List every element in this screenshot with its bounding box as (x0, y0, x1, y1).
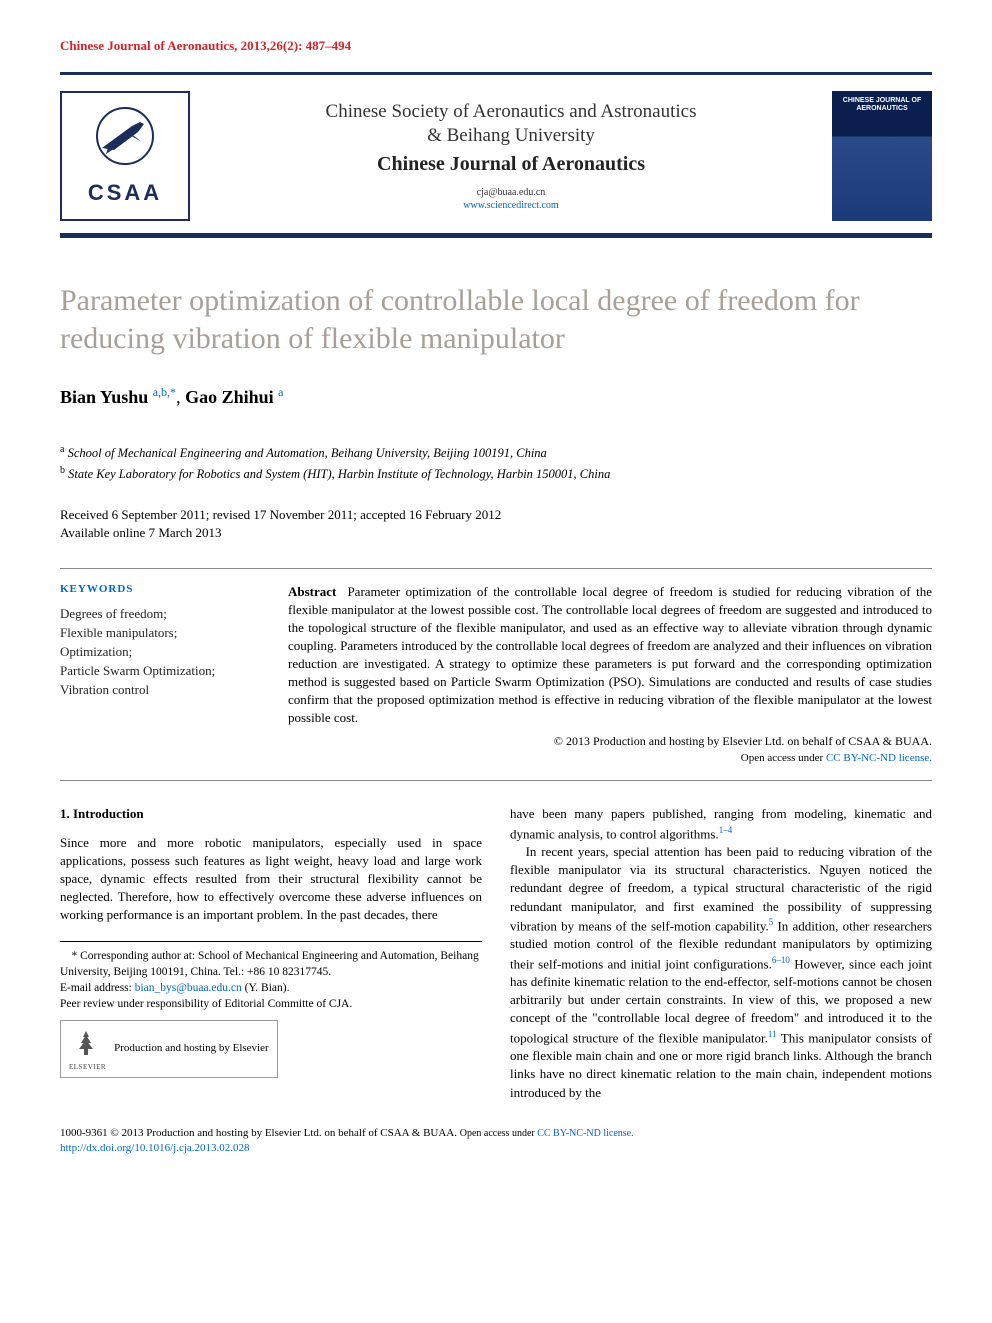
csaa-logo-text: CSAA (88, 180, 162, 206)
affiliations: a School of Mechanical Engineering and A… (60, 442, 932, 484)
abstract-copyright: © 2013 Production and hosting by Elsevie… (288, 733, 932, 750)
email-line: E-mail address: bian_bys@buaa.edu.cn (Y.… (60, 980, 482, 996)
journal-email: cja@buaa.edu.cn (477, 187, 546, 198)
author-1-affil-link[interactable]: a,b,* (153, 385, 176, 399)
doi-link[interactable]: http://dx.doi.org/10.1016/j.cja.2013.02.… (60, 1142, 250, 1154)
body-p3: In recent years, special attention has b… (510, 843, 932, 1102)
open-access-line: Open access under CC BY-NC-ND license. (288, 751, 932, 766)
author-1-name: Bian Yushu (60, 387, 148, 407)
open-access-prefix: Open access under (741, 752, 826, 764)
journal-name: Chinese Journal of Aeronautics (210, 153, 812, 176)
cover-thumb-title: CHINESE JOURNAL OF AERONAUTICS (832, 97, 932, 114)
email-label: E-mail address: (60, 982, 135, 994)
journal-links: cja@buaa.edu.cn www.sciencedirect.com (210, 186, 812, 212)
article-title: Parameter optimization of controllable l… (60, 282, 932, 357)
masthead: CSAA Chinese Society of Aeronautics and … (60, 87, 932, 233)
author-2-affil-link[interactable]: a (278, 385, 283, 399)
keywords-heading: KEYWORDS (60, 583, 260, 595)
body-columns: 1. Introduction Since more and more robo… (60, 805, 932, 1101)
abstract-rule-top (60, 568, 932, 569)
footer-issn: 1000-9361 © 2013 Production and hosting … (60, 1127, 460, 1139)
author-email-link[interactable]: bian_bys@buaa.edu.cn (135, 982, 242, 994)
cite-6-10[interactable]: 6–10 (772, 955, 790, 965)
page-footer: 1000-9361 © 2013 Production and hosting … (60, 1126, 932, 1157)
society-line-2: & Beihang University (210, 125, 812, 147)
body-p1: Since more and more robotic manipulators… (60, 834, 482, 925)
affiliation-a: School of Mechanical Engineering and Aut… (68, 446, 547, 460)
author-2-name: Gao Zhihui (185, 387, 274, 407)
abstract-column: Abstract Parameter optimization of the c… (288, 583, 932, 766)
society-line-1: Chinese Society of Aeronautics and Astro… (210, 101, 812, 123)
author-list: Bian Yushu a,b,*, Gao Zhihui a (60, 385, 932, 408)
corresponding-author: * Corresponding author at: School of Mec… (60, 948, 482, 980)
abstract-text: Parameter optimization of the controllab… (288, 584, 932, 725)
airplane-icon (84, 106, 166, 176)
footer-oa-prefix: Open access under (460, 1128, 537, 1139)
elsevier-logo: ELSEVIER (69, 1025, 106, 1073)
top-rule (60, 72, 932, 75)
masthead-center: Chinese Society of Aeronautics and Astro… (210, 101, 812, 212)
article-dates: Received 6 September 2011; revised 17 No… (60, 506, 932, 542)
keywords-column: KEYWORDS Degrees of freedom; Flexible ma… (60, 583, 260, 766)
corresponding-author-text: Corresponding author at: School of Mecha… (60, 950, 479, 978)
abstract-label: Abstract (288, 584, 336, 599)
dates-received: Received 6 September 2011; revised 17 No… (60, 506, 932, 524)
keywords-list: Degrees of freedom; Flexible manipulator… (60, 605, 260, 699)
production-box: ELSEVIER Production and hosting by Elsev… (60, 1020, 278, 1078)
running-head: Chinese Journal of Aeronautics, 2013,26(… (60, 38, 932, 54)
cc-license-link[interactable]: CC BY-NC-ND license. (826, 752, 932, 764)
cite-1-4[interactable]: 1–4 (719, 825, 733, 835)
bottom-rule (60, 233, 932, 238)
abstract-block: KEYWORDS Degrees of freedom; Flexible ma… (60, 583, 932, 766)
dates-online: Available online 7 March 2013 (60, 524, 932, 542)
journal-cover-thumb: CHINESE JOURNAL OF AERONAUTICS (832, 91, 932, 221)
cite-11[interactable]: 11 (768, 1029, 777, 1039)
email-suffix: (Y. Bian). (242, 982, 290, 994)
affiliation-b: State Key Laboratory for Robotics and Sy… (68, 467, 610, 481)
footnote-block: * Corresponding author at: School of Mec… (60, 941, 482, 1078)
section-1-heading: 1. Introduction (60, 805, 482, 823)
abstract-rule-bottom (60, 780, 932, 781)
elsevier-label: ELSEVIER (69, 1063, 106, 1073)
peer-review: Peer review under responsibility of Edit… (60, 996, 482, 1012)
production-text: Production and hosting by Elsevier (114, 1041, 269, 1056)
footer-cc-link[interactable]: CC BY-NC-ND license. (537, 1128, 633, 1139)
body-p2: have been many papers published, ranging… (510, 805, 932, 843)
journal-site-link[interactable]: www.sciencedirect.com (463, 200, 558, 211)
csaa-logo: CSAA (60, 91, 190, 221)
elsevier-tree-icon (71, 1029, 101, 1059)
